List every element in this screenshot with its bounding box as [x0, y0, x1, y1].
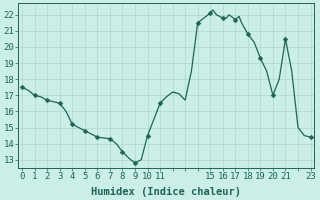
X-axis label: Humidex (Indice chaleur): Humidex (Indice chaleur) — [91, 186, 241, 197]
